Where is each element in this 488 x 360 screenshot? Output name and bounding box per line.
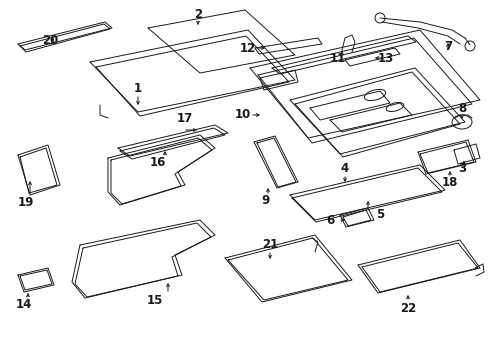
Text: 17: 17 [177,112,193,125]
Text: 5: 5 [375,208,384,221]
Text: 10: 10 [234,108,251,122]
Text: 9: 9 [260,194,268,207]
Text: 6: 6 [325,213,333,226]
Text: 2: 2 [194,8,202,21]
Text: 11: 11 [329,51,346,64]
Text: 19: 19 [18,195,34,208]
Text: 12: 12 [240,41,256,54]
Text: 1: 1 [134,81,142,94]
Text: 4: 4 [340,162,348,175]
Text: 3: 3 [457,162,465,175]
Text: 16: 16 [149,157,166,170]
Text: 13: 13 [377,51,393,64]
Text: 14: 14 [16,298,32,311]
Text: 21: 21 [262,238,278,251]
Text: 20: 20 [42,33,58,46]
Text: 18: 18 [441,175,457,189]
Text: 8: 8 [457,102,465,114]
Text: 15: 15 [146,293,163,306]
Text: 22: 22 [399,302,415,315]
Text: 7: 7 [443,40,451,53]
